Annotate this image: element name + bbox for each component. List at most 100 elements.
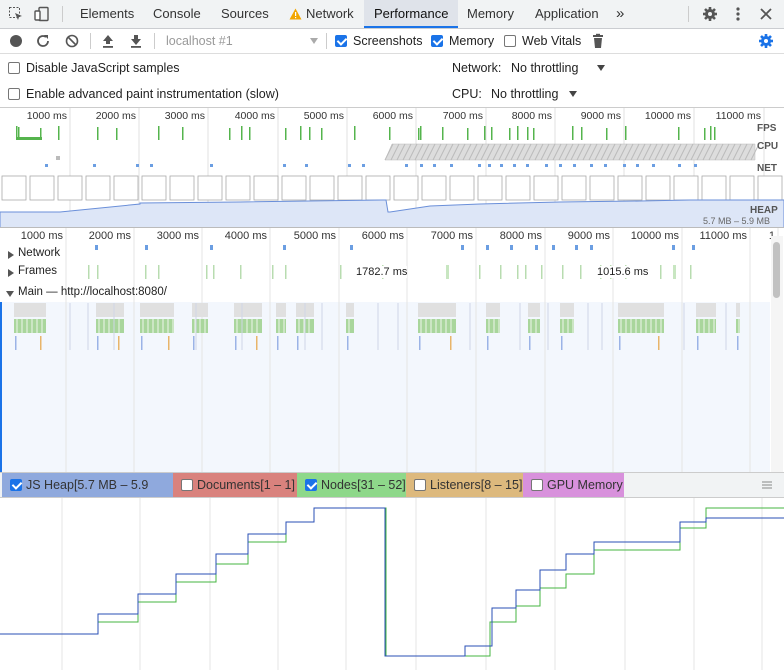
cpu-hatch bbox=[684, 143, 694, 161]
memory-counter-graph bbox=[0, 498, 784, 670]
screenshot-thumbnail bbox=[29, 175, 55, 201]
layout-mark bbox=[15, 336, 17, 350]
net-request-marker bbox=[405, 164, 408, 167]
memory-checkbox[interactable] bbox=[431, 35, 443, 47]
profile-select[interactable]: localhost #1 bbox=[160, 32, 322, 50]
net-request-marker bbox=[283, 164, 286, 167]
save-profile-icon[interactable] bbox=[128, 33, 144, 49]
timeline-overview[interactable]: 1000 ms 2000 ms 3000 ms 4000 ms 5000 ms 6000 … bbox=[0, 108, 784, 228]
cpu-hatch bbox=[696, 143, 706, 161]
close-icon[interactable] bbox=[758, 6, 774, 22]
frame-bar bbox=[272, 265, 274, 279]
net-request-marker bbox=[604, 164, 607, 167]
js-heap-counter[interactable]: JS Heap[5.7 MB – 5.9 MB] bbox=[2, 473, 173, 516]
cpu-throttle-select[interactable]: No throttling bbox=[485, 83, 579, 103]
cpu-hatch bbox=[744, 143, 754, 161]
layout-mark bbox=[97, 336, 99, 350]
frame-bar bbox=[580, 265, 582, 279]
fps-bar bbox=[606, 128, 608, 140]
tab-application[interactable]: Application bbox=[535, 6, 599, 21]
cpu-hatch bbox=[402, 143, 412, 161]
capture-settings-gear-icon[interactable] bbox=[758, 33, 774, 49]
overview-time-tick: 3000 ms bbox=[164, 110, 205, 122]
task-block bbox=[736, 303, 740, 317]
network-track-header[interactable]: Network bbox=[0, 246, 770, 264]
nodes-line bbox=[0, 507, 784, 657]
cpu-hatch bbox=[750, 143, 760, 161]
cpu-hatch bbox=[522, 143, 532, 161]
garbage-collect-icon[interactable] bbox=[590, 33, 606, 49]
load-profile-icon[interactable] bbox=[100, 33, 116, 49]
tab-elements[interactable]: Elements bbox=[80, 6, 135, 21]
frames-track-header[interactable]: Frames bbox=[0, 264, 770, 282]
drag-handle-icon[interactable] bbox=[762, 481, 772, 489]
reload-record-icon[interactable] bbox=[35, 33, 51, 49]
task-block bbox=[96, 303, 124, 317]
network-throttle-select[interactable]: No throttling bbox=[505, 57, 607, 77]
fps-bar bbox=[484, 126, 486, 140]
web-vitals-checkbox[interactable] bbox=[504, 35, 516, 47]
disable-js-samples-checkbox[interactable] bbox=[8, 62, 20, 74]
fps-label: FPS bbox=[757, 123, 777, 134]
cpu-hatch bbox=[624, 143, 634, 161]
scrollbar-thumb[interactable] bbox=[773, 242, 780, 298]
capture-settings-pane: Disable JavaScript samples Enable advanc… bbox=[0, 54, 784, 108]
cpu-hatch bbox=[408, 143, 418, 161]
nodes-checkbox[interactable] bbox=[305, 479, 317, 491]
cpu-hatch bbox=[678, 143, 688, 161]
frame-bar bbox=[690, 265, 692, 279]
kebab-menu-icon[interactable] bbox=[730, 6, 746, 22]
fps-bar bbox=[229, 128, 231, 140]
js-heap-checkbox[interactable] bbox=[10, 479, 22, 491]
script-block bbox=[14, 319, 46, 333]
documents-counter[interactable]: Documents[1 – 1] bbox=[173, 473, 297, 497]
cpu-label: CPU bbox=[757, 141, 779, 152]
screenshots-checkbox[interactable] bbox=[335, 35, 347, 47]
tab-network[interactable]: Network bbox=[282, 0, 364, 28]
main-thread-track-header[interactable]: Main — http://localhost:8080/ bbox=[0, 285, 770, 303]
frame-bar bbox=[340, 265, 342, 279]
tab-console[interactable]: Console bbox=[153, 6, 201, 21]
advanced-paint-checkbox[interactable] bbox=[8, 88, 20, 100]
nodes-counter[interactable]: Nodes[31 – 52] bbox=[297, 473, 406, 497]
script-block bbox=[736, 319, 740, 333]
screenshot-thumbnail bbox=[197, 175, 223, 201]
more-tabs-button[interactable]: » bbox=[616, 5, 625, 22]
vertical-scrollbar[interactable] bbox=[771, 236, 783, 472]
record-icon[interactable] bbox=[8, 33, 24, 49]
fps-bar bbox=[491, 127, 493, 140]
documents-checkbox[interactable] bbox=[181, 479, 193, 491]
listeners-checkbox[interactable] bbox=[414, 479, 426, 491]
fps-bar bbox=[16, 137, 42, 140]
fps-bar bbox=[158, 126, 160, 140]
inspect-element-icon[interactable] bbox=[8, 6, 24, 22]
tab-sources[interactable]: Sources bbox=[221, 6, 269, 21]
flame-chart[interactable]: 1000 ms 2000 ms 3000 ms 4000 ms 5000 ms 6000 … bbox=[0, 228, 784, 472]
gpu-memory-counter[interactable]: GPU Memory bbox=[523, 473, 624, 497]
script-block bbox=[696, 319, 716, 333]
device-toolbar-icon[interactable] bbox=[34, 6, 50, 22]
paint-mark bbox=[118, 336, 120, 350]
net-request-marker bbox=[545, 164, 548, 167]
gpu-memory-checkbox[interactable] bbox=[531, 479, 543, 491]
tab-memory[interactable]: Memory bbox=[467, 6, 514, 21]
frame-bar bbox=[446, 265, 449, 279]
net-request-marker bbox=[210, 164, 213, 167]
screenshot-thumbnail bbox=[113, 175, 139, 201]
screenshot-thumbnail bbox=[309, 175, 335, 201]
overview-time-tick: 10000 ms bbox=[644, 110, 691, 122]
network-request-marker bbox=[95, 245, 98, 250]
cpu-hatch bbox=[618, 143, 628, 161]
settings-gear-icon[interactable] bbox=[702, 6, 718, 22]
clear-icon[interactable] bbox=[64, 33, 80, 49]
listeners-counter[interactable]: Listeners[8 – 15] bbox=[406, 473, 523, 497]
memory-lines bbox=[0, 498, 784, 670]
tab-performance[interactable]: Performance bbox=[364, 0, 459, 28]
cpu-hatch bbox=[414, 143, 424, 161]
script-block bbox=[234, 319, 262, 333]
cpu-hatch bbox=[636, 143, 646, 161]
overview-time-tick: 7000 ms bbox=[442, 110, 483, 122]
cpu-hatch bbox=[468, 143, 478, 161]
network-request-marker bbox=[350, 245, 353, 250]
net-request-marker bbox=[433, 164, 436, 167]
